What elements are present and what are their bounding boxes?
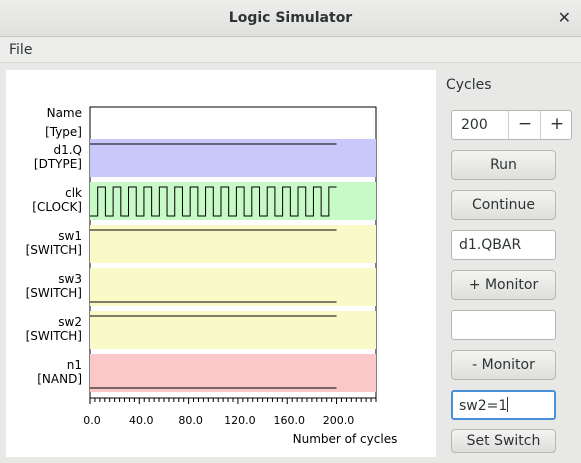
- row-band-sw3: [90, 268, 376, 306]
- increment-button[interactable]: +: [540, 111, 573, 139]
- header-type-label: [Type]: [45, 125, 82, 139]
- signal-type-sw1: [SWITCH]: [26, 243, 82, 257]
- header-name-label: Name: [47, 106, 82, 120]
- set-switch-button[interactable]: Set Switch: [451, 429, 556, 453]
- menu-file[interactable]: File: [9, 42, 33, 58]
- continue-button[interactable]: Continue: [451, 190, 556, 220]
- x-tick-label: 200.0: [323, 414, 355, 427]
- add-monitor-button[interactable]: + Monitor: [451, 270, 556, 300]
- set-switch-input[interactable]: sw2=1: [451, 390, 556, 420]
- row-band-sw1: [90, 225, 376, 263]
- signal-name-d1-Q: d1.Q: [53, 143, 82, 157]
- signal-type-clk: [CLOCK]: [32, 200, 82, 214]
- signal-name-n1: n1: [67, 358, 82, 372]
- set-switch-value[interactable]: sw2=1: [459, 398, 508, 414]
- menu-bar: File: [0, 37, 581, 63]
- window-title: Logic Simulator: [228, 10, 353, 26]
- waveform-canvas: Name [Type] d1.Q [DTYPE] clk [CLOCK] sw1 [SWITC…: [6, 70, 436, 457]
- x-tick-label: 160.0: [273, 414, 305, 427]
- row-band-clk: [90, 182, 376, 220]
- waveform-plot: Name[Type]d1.Q[DTYPE]clk[CLOCK]sw1[SWITC…: [26, 106, 398, 446]
- remove-monitor-button[interactable]: - Monitor: [451, 350, 556, 380]
- signal-name-sw1: sw1: [58, 229, 82, 243]
- signal-type-sw2: [SWITCH]: [26, 329, 82, 343]
- row-band-sw2: [90, 311, 376, 349]
- decrement-button[interactable]: −: [508, 111, 541, 139]
- row-band-n1: [90, 354, 376, 392]
- signal-name-sw3: sw3: [58, 272, 82, 286]
- signal-type-d1-Q: [DTYPE]: [34, 157, 82, 171]
- cycles-spinner[interactable]: 200 − +: [451, 110, 572, 140]
- x-tick-label: 80.0: [178, 414, 203, 427]
- control-panel: Cycles 200 − + Run Continue d1.QBAR + Mo…: [443, 63, 581, 463]
- x-tick-label: 120.0: [224, 414, 256, 427]
- x-axis-label: Number of cycles: [293, 432, 398, 446]
- signal-type-n1: [NAND]: [37, 372, 82, 386]
- title-bar: Logic Simulator ✕: [0, 0, 581, 37]
- x-tick-label: 40.0: [129, 414, 154, 427]
- cycles-value[interactable]: 200: [461, 117, 488, 133]
- signal-name-clk: clk: [65, 186, 82, 200]
- row-band-d1-Q: [90, 139, 376, 177]
- x-tick-label: 0.0: [83, 414, 101, 427]
- add-monitor-input[interactable]: d1.QBAR: [451, 230, 556, 260]
- signal-name-sw2: sw2: [58, 315, 82, 329]
- close-icon[interactable]: ✕: [557, 8, 571, 27]
- text-cursor: [507, 397, 509, 412]
- cycles-label: Cycles: [446, 77, 492, 93]
- run-button[interactable]: Run: [451, 150, 556, 180]
- remove-monitor-input[interactable]: [451, 310, 556, 340]
- trace-clk: [90, 186, 337, 217]
- signal-type-sw3: [SWITCH]: [26, 286, 82, 300]
